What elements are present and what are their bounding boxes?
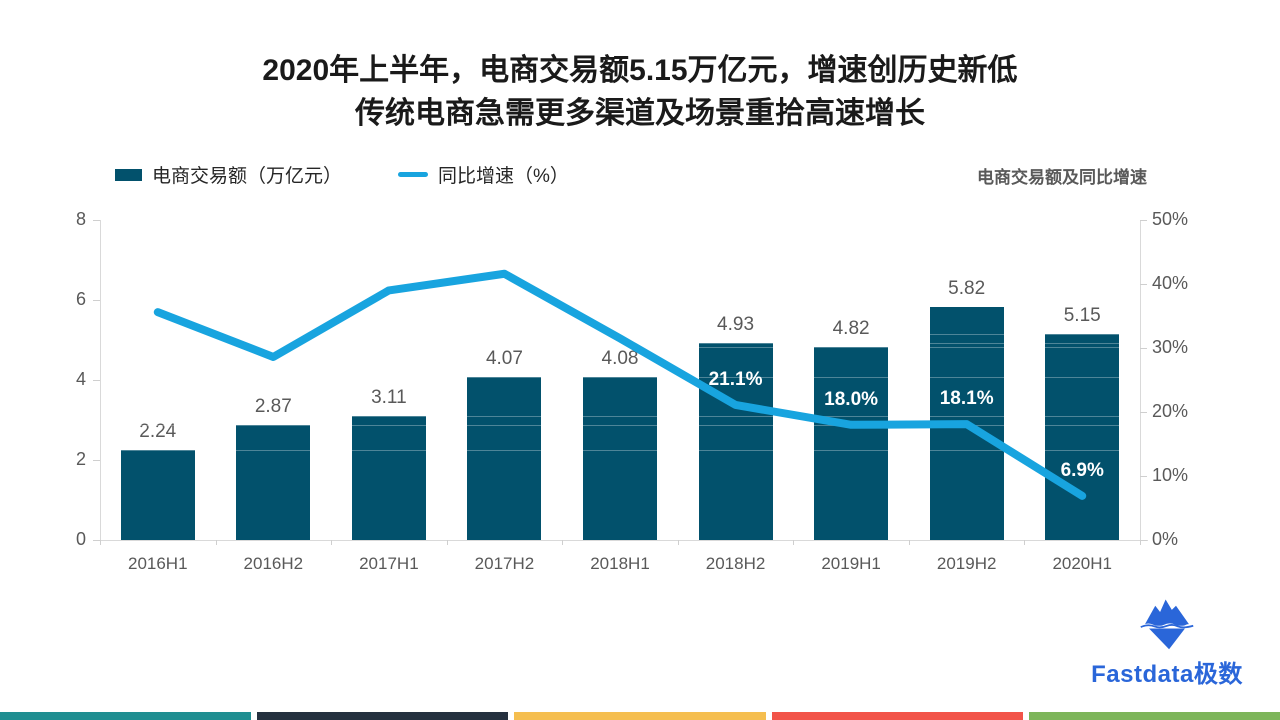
bar-value-label: 4.07 [485,348,523,370]
footer-color-segment [257,712,509,720]
y-axis-right-tick [1140,540,1147,541]
legend-bar-label: 电商交易额（万亿元） [152,166,343,187]
y-axis-left-tick [93,540,100,541]
bar-2016H2 [236,425,311,540]
growth-point-label: 21.1% [708,368,763,390]
x-category-label: 2016H1 [127,554,188,573]
y-axis-right-label: 30% [1152,337,1189,357]
x-category-label: 2018H2 [705,554,766,573]
bar-overlay-gridline [100,425,1140,427]
fastdata-logo: Fastdata极数 [1082,594,1252,689]
growth-line [153,269,1087,500]
bar-2017H1 [351,415,426,540]
page-title: 2020年上半年，电商交易额5.15万亿元，增速创历史新低 传统电商急需更多渠道… [0,50,1280,135]
bar-2016H1 [120,450,195,540]
bar-value-label: 4.08 [601,347,639,369]
combo-chart: 2.24 2.87 3.11 4.07 4.08 4.93 4.82 5.82 5.15 21.1… [0,209,1280,573]
x-category-label: 2017H1 [359,554,419,573]
bar-2018H1 [583,376,657,540]
bar-overlay-gridline [100,377,1140,379]
x-category-label: 2018H1 [590,554,650,573]
legend-line-label: 同比增速（%） [438,166,569,187]
growth-point-label: 18.0% [824,388,879,410]
x-axis-tick [215,540,217,545]
bar-overlay-gridline [100,347,1140,349]
bar-value-label: 2.87 [254,396,292,418]
y-axis-right-tick [1140,412,1147,413]
bar-2018H2 [698,342,773,540]
bar-value-label: 2.24 [139,421,177,443]
chart-subtitle: 电商交易额及同比增速 [977,168,1147,187]
x-category-label: 2019H1 [821,554,881,573]
x-axis-tick [1140,540,1141,545]
title-line-1: 2020年上半年，电商交易额5.15万亿元，增速创历史新低 [262,54,1018,87]
bar-2020H1 [1045,334,1120,540]
y-axis-left-tick [93,300,100,301]
bar-overlay-gridline [100,415,1140,417]
y-axis-left-tick [93,380,100,381]
y-axis-right-label: 0% [1152,529,1179,549]
title-line-2: 传统电商急需更多渠道及场景重拾高速增长 [355,96,925,130]
y-axis-left-label: 8 [75,209,86,229]
footer-color-strip [0,712,1280,720]
y-axis-right-label: 20% [1152,401,1189,421]
y-axis-right-tick [1140,220,1147,221]
x-axis-tick [446,540,448,545]
x-axis-tick [331,540,333,545]
bar-value-label: 4.82 [832,318,870,340]
bar-2017H2 [467,377,542,540]
bar-value-label: 4.93 [717,313,755,335]
logo-text: Fastdata极数 [1091,661,1243,688]
x-axis-tick [1024,540,1026,545]
bar-value-label: 3.11 [371,386,407,408]
y-axis-right-label: 40% [1152,273,1189,293]
y-axis-left-tick [93,460,100,461]
x-axis-tick [908,540,910,545]
growth-point-label: 18.1% [939,388,994,410]
footer-color-segment [771,712,1023,720]
y-axis-left-label: 0 [75,529,86,549]
bar-overlay-gridline [100,342,1140,344]
bar-2019H1 [814,347,889,540]
y-axis-right-tick [1140,476,1147,477]
y-axis-left-label: 6 [75,289,86,309]
footer-color-segment [1028,712,1280,720]
x-axis [100,540,1148,541]
x-axis-tick [793,540,795,545]
x-axis-tick [562,540,564,545]
y-axis-right-tick [1140,284,1147,285]
y-axis-right-tick [1140,348,1147,349]
footer-color-segment [0,712,252,720]
chart-legend: 电商交易额（万亿元） 同比增速（%） [115,161,569,188]
bar-series-swatch-icon [115,168,142,181]
line-series-swatch-icon [398,172,429,177]
footer-color-segment [514,712,766,720]
y-axis-right-label: 50% [1152,209,1189,229]
y-axis-left-label: 2 [75,449,86,469]
y-axis-left-tick [93,220,100,221]
iceberg-icon [1140,599,1194,650]
x-axis-tick [100,540,101,545]
x-category-label: 2020H1 [1052,554,1112,573]
plot-area: 2.24 2.87 3.11 4.07 4.08 4.93 4.82 5.82 5.15 21.1… [100,220,1140,540]
x-category-label: 2019H2 [936,554,997,573]
x-category-label: 2016H2 [243,554,304,573]
bar-value-label: 5.82 [948,278,986,300]
y-axis-right-label: 10% [1152,465,1189,485]
x-category-label: 2017H2 [474,554,535,573]
y-axis-left [100,220,101,540]
y-axis-left-label: 4 [75,369,86,389]
bar-overlay-gridline [100,450,1140,452]
y-axis-right [1140,220,1141,540]
growth-point-label: 6.9% [1060,459,1104,481]
bar-value-label: 5.15 [1063,305,1101,326]
x-axis-tick [677,540,679,545]
